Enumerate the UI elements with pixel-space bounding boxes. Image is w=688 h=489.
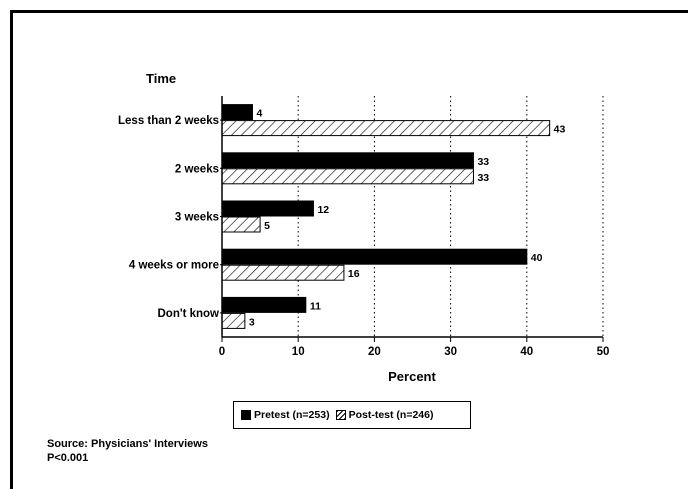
category-label: 2 weeks [175,163,219,175]
legend-swatch-solid [241,410,251,420]
legend-label-pretest: Pretest (n=253) [254,409,330,421]
bar-pretest [221,200,314,217]
source-note: Source: Physicians' Interviews P<0.001 [47,437,208,465]
category-label: 3 weeks [175,212,219,224]
legend-item-posttest: Post-test (n=246) [335,409,434,421]
source-text: Source: Physicians' Interviews [47,438,208,450]
x-tick-label: 40 [520,346,533,358]
legend-label-posttest: Post-test (n=246) [348,409,434,421]
data-label: 33 [477,156,489,168]
p-value-text: P<0.001 [47,452,89,464]
bar-posttest [221,168,474,185]
data-label: 43 [554,124,566,136]
data-label: 11 [310,300,321,312]
axes: 0 10 20 30 40 50 Less than 2 weeks 2 weeks 3 wee… [118,96,609,358]
bar-posttest [221,216,261,233]
data-label: 40 [531,252,543,264]
x-tick-label: 50 [597,346,610,358]
data-label: 16 [348,268,360,280]
x-tick-label: 0 [219,346,225,358]
category-label: Don't know [157,308,219,320]
bar-pretest [221,248,528,265]
bar-pretest [221,296,307,313]
data-label: 4 [256,108,262,120]
data-label: 3 [249,316,255,328]
legend-swatch-hatched [335,410,346,420]
data-label: 33 [477,172,489,184]
x-tick-label: 20 [368,346,381,358]
bar-pretest [221,104,253,121]
category-label: Less than 2 weeks [118,115,219,127]
chart-frame [10,10,688,489]
bar-pretest [221,152,474,169]
bars: 4 43 33 33 12 5 40 16 11 3 [221,104,566,329]
legend: Pretest (n=253) Post-test (n=246) [233,401,471,429]
x-axis-title: Percent [388,369,436,384]
bar-posttest [221,120,551,137]
bar-posttest [221,312,246,329]
data-label: 5 [264,220,270,232]
bar-posttest [221,264,345,281]
category-label: 4 weeks or more [129,260,219,272]
data-label: 12 [317,204,329,216]
y-axis-title: Time [146,71,176,86]
legend-item-pretest: Pretest (n=253) [241,409,330,421]
x-tick-label: 30 [444,346,457,358]
x-tick-label: 10 [292,346,305,358]
